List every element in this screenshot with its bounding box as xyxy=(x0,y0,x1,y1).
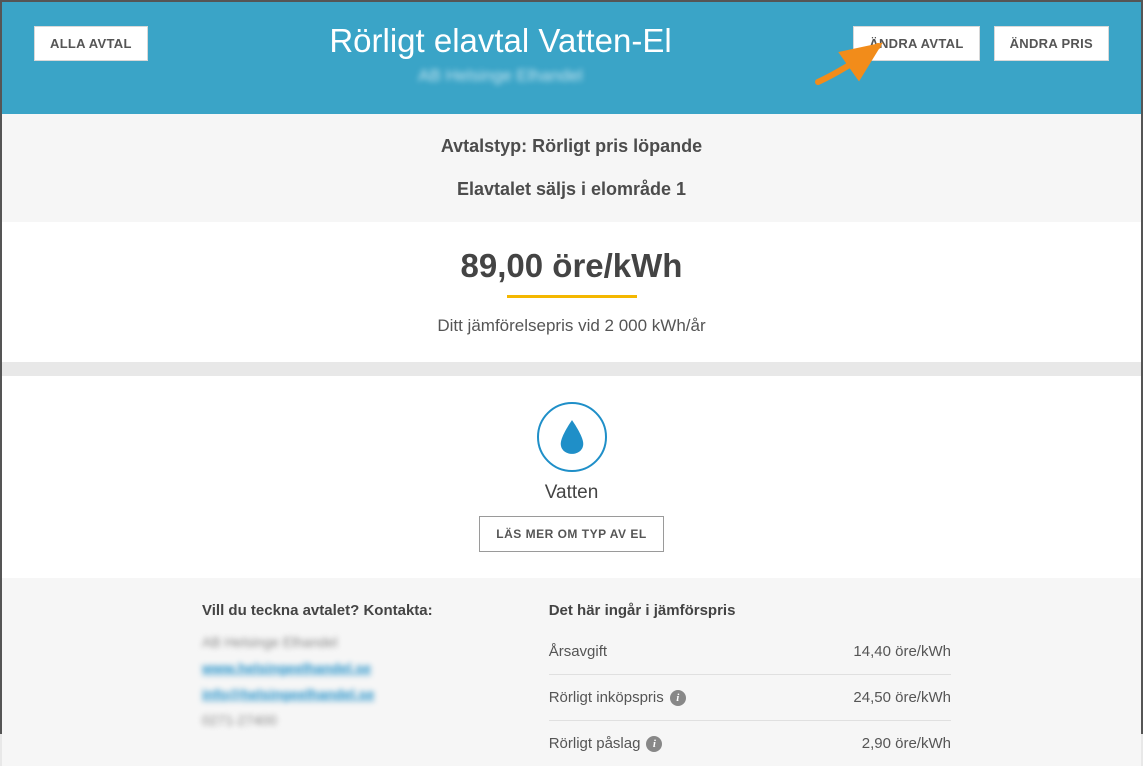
table-row: Rörligt påslagi 2,90 öre/kWh xyxy=(549,721,951,766)
contact-heading: Vill du teckna avtalet? Kontakta: xyxy=(202,602,519,619)
water-badge xyxy=(537,402,607,472)
change-contract-button[interactable]: ÄNDRA AVTAL xyxy=(853,26,979,61)
breakdown-heading: Det här ingår i jämförspris xyxy=(549,602,951,619)
change-price-button[interactable]: ÄNDRA PRIS xyxy=(994,26,1109,61)
table-row: Rörligt inköpsprisi 24,50 öre/kWh xyxy=(549,675,951,721)
row-value: 24,50 öre/kWh xyxy=(853,689,951,706)
read-more-button[interactable]: LÄS MER OM TYP AV EL xyxy=(479,516,663,552)
row-label: Årsavgift xyxy=(549,643,607,660)
row-label: Rörligt påslagi xyxy=(549,735,663,752)
row-label: Rörligt inköpsprisi xyxy=(549,689,686,706)
contact-company: AB Helsinge Elhandel xyxy=(202,634,519,650)
price-table: Årsavgift 14,40 öre/kWh Rörligt inköpspr… xyxy=(549,629,951,766)
contact-column: Vill du teckna avtalet? Kontakta: AB Hel… xyxy=(2,602,549,766)
price-section: 89,00 öre/kWh Ditt jämförelsepris vid 2 … xyxy=(2,223,1141,362)
price-underline xyxy=(507,295,637,298)
page-title: Rörligt elavtal Vatten-El xyxy=(148,22,854,60)
company-subtitle: AB Helsinge Elhandel xyxy=(148,66,854,86)
info-bar: Avtalstyp: Rörligt pris löpande Elavtale… xyxy=(2,114,1141,223)
contact-phone: 0271-27400 xyxy=(202,712,519,728)
contact-email-link[interactable]: info@helsingeelhandel.se xyxy=(202,686,519,702)
price-value: 89,00 öre/kWh xyxy=(2,247,1141,285)
section-gap xyxy=(2,362,1141,376)
bottom-section: Vill du teckna avtalet? Kontakta: AB Hel… xyxy=(2,578,1141,766)
row-value: 14,40 öre/kWh xyxy=(853,643,951,660)
contact-website-link[interactable]: www.helsingeelhandel.se xyxy=(202,660,519,676)
price-note: Ditt jämförelsepris vid 2 000 kWh/år xyxy=(2,316,1141,336)
all-contracts-button[interactable]: ALLA AVTAL xyxy=(34,26,148,61)
info-icon[interactable]: i xyxy=(646,736,662,752)
vatten-section: Vatten LÄS MER OM TYP AV EL xyxy=(2,376,1141,578)
row-value: 2,90 öre/kWh xyxy=(862,735,951,752)
water-drop-icon xyxy=(558,419,586,455)
info-icon[interactable]: i xyxy=(670,690,686,706)
area-line: Elavtalet säljs i elområde 1 xyxy=(2,179,1141,200)
vatten-label: Vatten xyxy=(2,482,1141,504)
contract-type-line: Avtalstyp: Rörligt pris löpande xyxy=(2,136,1141,157)
breakdown-column: Det här ingår i jämförspris Årsavgift 14… xyxy=(549,602,1141,766)
header-bar: ALLA AVTAL Rörligt elavtal Vatten-El AB … xyxy=(2,2,1141,114)
table-row: Årsavgift 14,40 öre/kWh xyxy=(549,629,951,675)
